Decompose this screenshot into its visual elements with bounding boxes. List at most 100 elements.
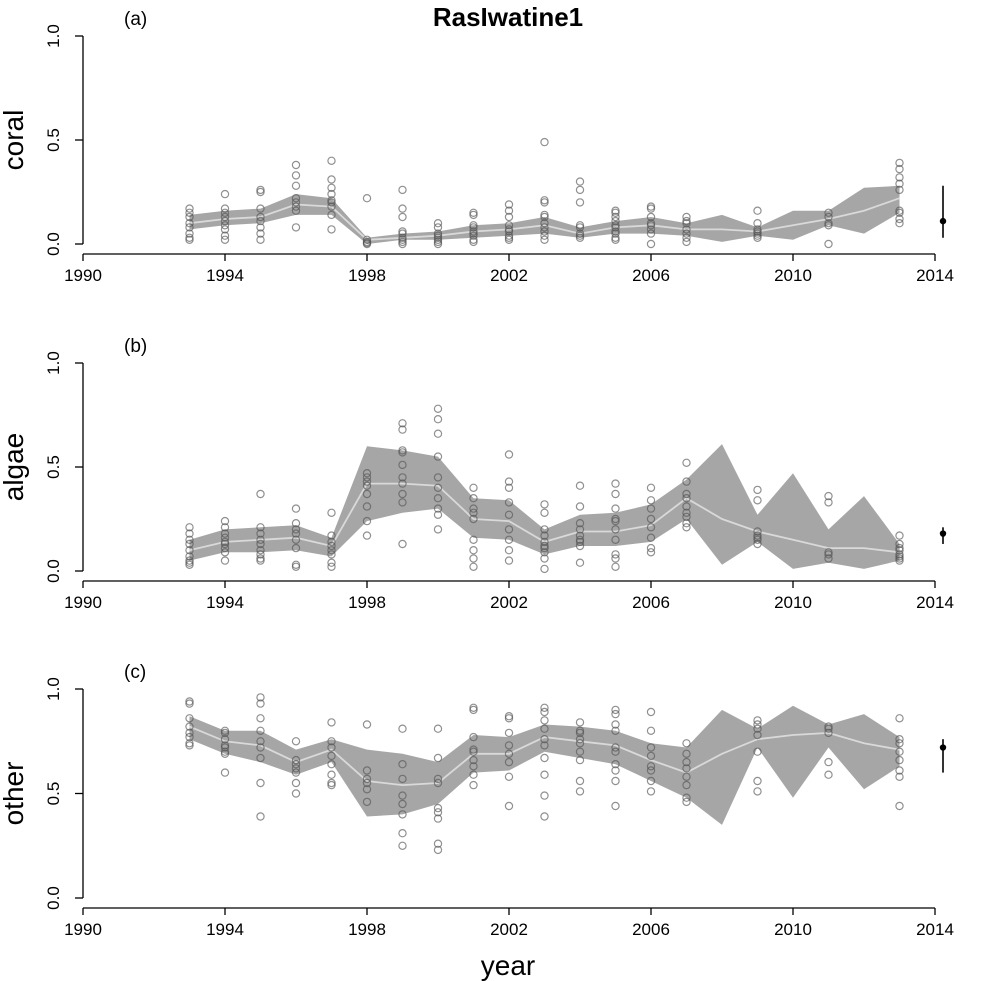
data-point [682, 218, 691, 228]
data-point [575, 481, 585, 490]
data-point [646, 533, 656, 542]
data-point [682, 229, 691, 238]
error-bar-center [939, 744, 947, 751]
data-point [575, 223, 585, 232]
data-point [256, 737, 265, 746]
data-point [611, 516, 620, 526]
data-point [646, 548, 656, 557]
mean-line [189, 197, 900, 241]
data-point [469, 747, 478, 756]
data-point [256, 753, 265, 763]
data-point [540, 500, 549, 509]
data-point [611, 554, 620, 563]
data-point [540, 198, 549, 207]
data-point [895, 735, 904, 744]
data-point [185, 229, 194, 238]
data-point [646, 787, 656, 796]
data-point [895, 218, 904, 228]
data-point [575, 233, 585, 242]
data-point [398, 774, 407, 784]
data-point [185, 560, 194, 570]
x-tick-label: 1990 [64, 920, 102, 939]
data-point [646, 743, 656, 752]
data-point [646, 762, 656, 771]
data-point [682, 523, 691, 532]
data-point [504, 535, 514, 545]
panel-other: 1990 1994 1998 2002 2006 2010 2014 0.0 0.5 1.0 oth… [0, 662, 954, 939]
data-point [220, 529, 230, 538]
data-point [682, 797, 691, 807]
data-point [575, 519, 585, 528]
data-point [185, 722, 194, 731]
data-point [220, 221, 230, 230]
data-point [327, 198, 336, 207]
data-point [575, 177, 585, 186]
data-point [469, 732, 478, 742]
data-point [362, 489, 372, 499]
data-point [682, 764, 691, 773]
data-point [398, 460, 407, 470]
data-point [469, 770, 478, 779]
data-point [469, 237, 478, 247]
data-point [362, 502, 372, 511]
data-point [220, 728, 230, 738]
data-point [682, 772, 691, 782]
y-tick-label: 1.0 [44, 677, 63, 701]
data-point [469, 546, 478, 555]
data-point [682, 502, 691, 511]
data-point [646, 496, 656, 505]
data-point [540, 724, 549, 733]
data-point [327, 550, 336, 559]
data-point [895, 539, 904, 549]
x-tick-label: 2006 [632, 593, 670, 612]
data-point [611, 489, 620, 499]
data-point [895, 185, 904, 195]
data-point [540, 548, 549, 557]
data-point [433, 839, 443, 848]
data-point [469, 223, 478, 232]
data-point [433, 483, 443, 492]
x-tick-label: 1998 [348, 266, 386, 285]
data-point [540, 741, 549, 750]
mean-line [189, 725, 900, 787]
data-point [575, 728, 585, 738]
data-point [256, 529, 265, 538]
data-point [895, 164, 904, 174]
data-point [220, 212, 230, 222]
data-point [895, 173, 904, 182]
data-point [540, 531, 549, 540]
data-point [220, 231, 230, 240]
data-point [291, 223, 301, 232]
data-point [646, 239, 656, 249]
data-point [575, 739, 585, 748]
data-point [646, 776, 656, 786]
x-tick-label: 2010 [774, 920, 812, 939]
data-point [469, 483, 478, 492]
data-point [220, 225, 230, 234]
data-point [611, 720, 620, 729]
data-point [611, 525, 620, 534]
data-point [256, 223, 265, 232]
data-point [575, 537, 585, 547]
y-tick-label: 0.0 [44, 232, 63, 256]
data-point [398, 799, 407, 809]
data-point [433, 753, 443, 763]
data-point [504, 757, 514, 767]
data-point [327, 760, 336, 769]
panel-label: (c) [124, 662, 146, 683]
data-point [291, 181, 301, 190]
data-point [504, 556, 514, 565]
data-point [895, 546, 904, 555]
panels-group: 1990 1994 1998 2002 2006 2010 2014 0.0 0.5 1.0 cor… [0, 9, 954, 939]
data-point [753, 535, 762, 545]
data-point [540, 508, 549, 517]
data-point [575, 558, 585, 567]
data-point [256, 489, 265, 499]
data-point [824, 498, 833, 507]
panel-label: (a) [124, 9, 147, 30]
y-axis-label: coral [0, 110, 29, 171]
y-tick-label: 0.5 [44, 455, 63, 479]
data-point [362, 477, 372, 486]
x-tick-label: 2006 [632, 266, 670, 285]
data-point [291, 755, 301, 765]
